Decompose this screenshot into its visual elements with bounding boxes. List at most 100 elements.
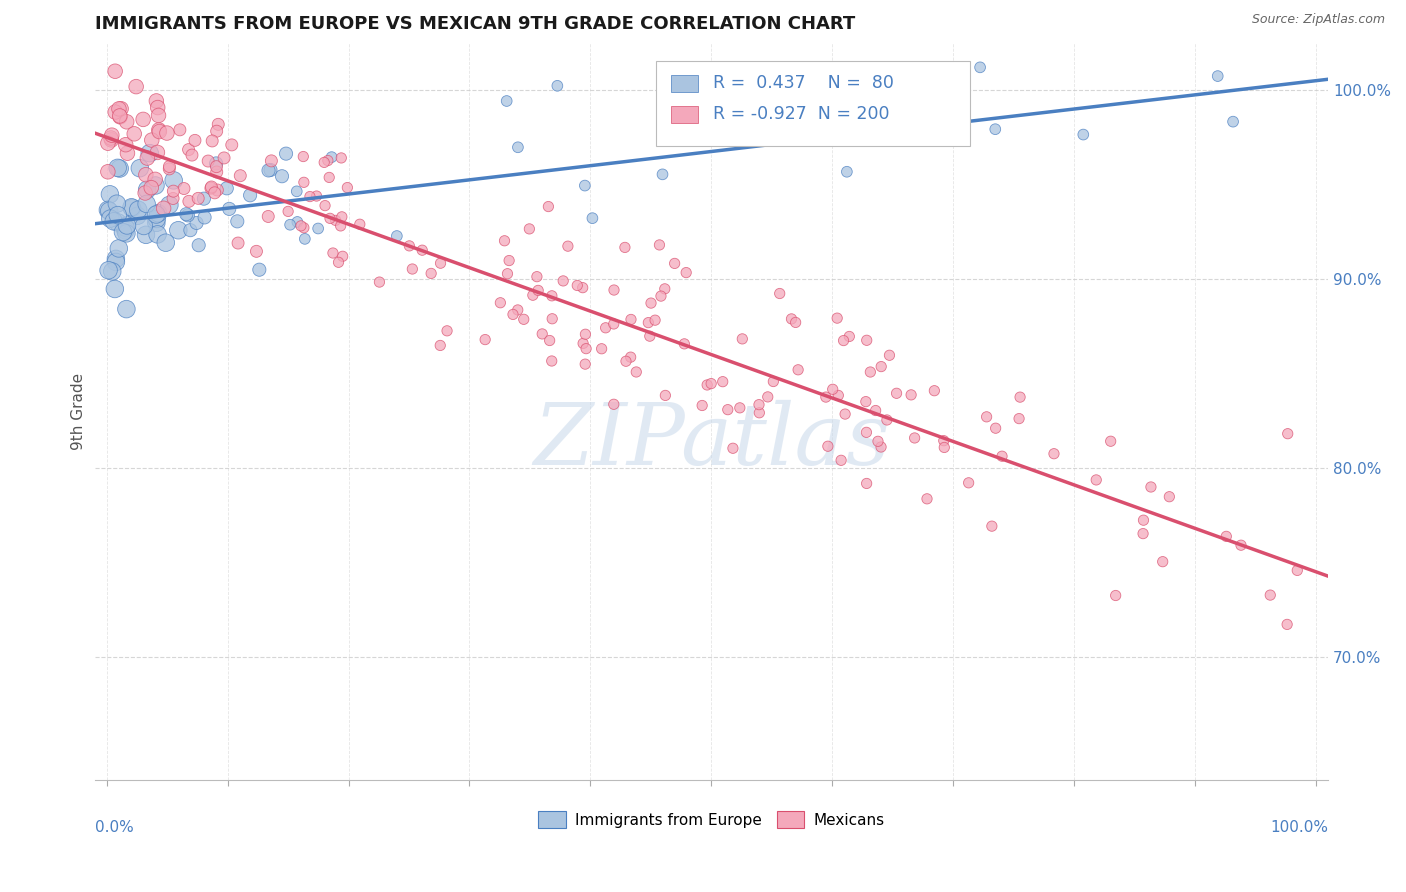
Point	[537, 200, 560, 214]
Point	[135, 168, 157, 182]
Point	[522, 288, 544, 302]
Point	[825, 311, 848, 326]
Point	[595, 320, 617, 334]
Point	[132, 219, 155, 233]
Point	[97, 202, 120, 217]
Point	[696, 378, 718, 392]
Point	[115, 302, 138, 317]
Point	[127, 209, 149, 223]
Point	[620, 312, 643, 326]
Point	[193, 192, 215, 206]
Point	[148, 108, 170, 122]
Point	[519, 222, 541, 236]
Point	[201, 134, 224, 148]
Point	[98, 203, 121, 218]
Point	[104, 64, 127, 78]
Text: Source: ZipAtlas.com: Source: ZipAtlas.com	[1251, 13, 1385, 27]
Point	[156, 126, 179, 140]
Point	[157, 161, 180, 176]
Point	[114, 220, 136, 235]
Point	[226, 235, 249, 250]
Point	[1010, 390, 1032, 404]
Point	[218, 202, 240, 216]
Point	[162, 184, 184, 198]
Point	[980, 519, 1002, 533]
Point	[271, 169, 294, 184]
Point	[1286, 563, 1309, 577]
Point	[637, 316, 659, 330]
Point	[294, 232, 316, 246]
Point	[321, 150, 343, 164]
Point	[787, 363, 810, 377]
Point	[197, 154, 219, 169]
Point	[163, 173, 186, 187]
Point	[603, 397, 626, 411]
Point	[184, 133, 207, 147]
Point	[498, 253, 520, 268]
Point	[603, 283, 626, 297]
Point	[756, 390, 779, 404]
Point	[1140, 480, 1163, 494]
Point	[1071, 128, 1094, 142]
Point	[821, 382, 844, 396]
Point	[145, 178, 167, 193]
Point	[834, 407, 856, 421]
Point	[115, 219, 138, 233]
Point	[538, 334, 561, 348]
Point	[1277, 426, 1299, 441]
Point	[114, 223, 136, 237]
Point	[591, 342, 613, 356]
FancyBboxPatch shape	[655, 62, 970, 146]
Point	[152, 201, 174, 215]
Point	[541, 289, 564, 303]
Point	[135, 197, 157, 211]
Point	[886, 386, 908, 401]
Point	[762, 375, 785, 389]
Point	[138, 146, 160, 161]
Point	[322, 246, 344, 260]
Point	[179, 223, 201, 237]
Point	[838, 329, 860, 343]
Point	[97, 136, 120, 151]
Point	[855, 476, 877, 491]
Point	[307, 221, 329, 235]
Point	[145, 207, 167, 221]
Point	[136, 151, 159, 165]
Point	[108, 161, 131, 176]
Point	[205, 160, 228, 174]
Point	[915, 491, 938, 506]
Point	[148, 124, 170, 138]
Point	[349, 217, 371, 231]
Point	[711, 375, 734, 389]
Point	[574, 327, 596, 342]
Point	[436, 324, 458, 338]
Point	[292, 149, 315, 163]
Point	[832, 334, 855, 348]
Point	[411, 243, 433, 257]
Point	[318, 170, 340, 185]
Point	[664, 256, 686, 270]
Point	[97, 165, 120, 179]
Point	[125, 79, 148, 94]
Point	[115, 115, 138, 129]
Point	[229, 169, 252, 183]
Point	[187, 238, 209, 252]
Point	[194, 211, 217, 225]
Point	[330, 151, 353, 165]
Point	[1152, 555, 1174, 569]
Point	[957, 475, 980, 490]
Point	[904, 431, 927, 445]
Point	[200, 180, 222, 194]
Point	[650, 289, 672, 303]
Point	[494, 234, 516, 248]
Point	[495, 94, 517, 108]
Point	[984, 122, 1007, 136]
Legend: Immigrants from Europe, Mexicans: Immigrants from Europe, Mexicans	[531, 805, 891, 835]
Point	[1043, 447, 1066, 461]
Point	[541, 311, 564, 326]
Point	[314, 155, 336, 169]
Point	[146, 206, 169, 220]
Point	[571, 280, 593, 294]
Point	[122, 127, 145, 141]
Point	[145, 211, 167, 226]
